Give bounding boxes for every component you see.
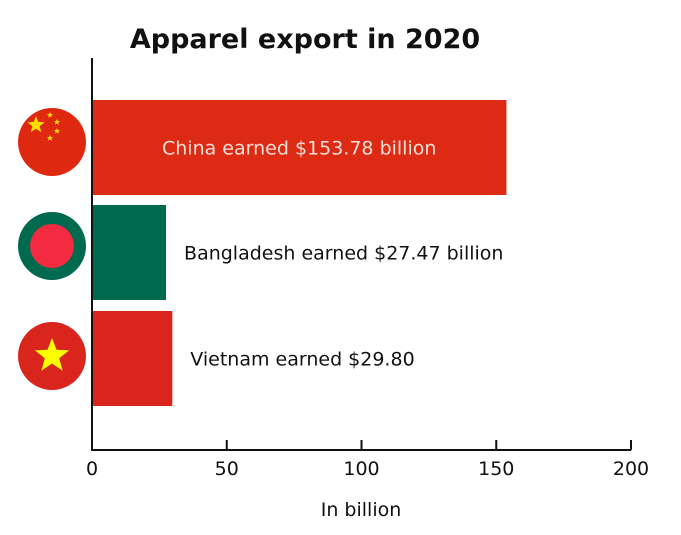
bar-bangladesh <box>92 205 167 300</box>
x-tick-label: 100 <box>343 458 379 480</box>
bangladesh-flag-icon <box>18 212 86 280</box>
x-ticks: 0 50 100 150 200 <box>86 440 649 480</box>
vietnam-flag-icon <box>18 322 86 390</box>
bar-china <box>92 100 507 195</box>
china-flag-icon <box>18 108 86 176</box>
bar-label-china: China earned $153.78 billion <box>162 138 436 160</box>
bar-labels: China earned $153.78 billion Bangladesh e… <box>162 138 503 371</box>
x-axis-label: In billion <box>321 499 402 521</box>
bar-label-vietnam: Vietnam earned $29.80 <box>190 349 414 371</box>
bars <box>92 100 507 406</box>
x-tick-label: 0 <box>86 458 98 480</box>
bar-label-bangladesh: Bangladesh earned $27.47 billion <box>184 243 503 265</box>
x-tick-label: 150 <box>478 458 514 480</box>
chart-title: Apparel export in 2020 <box>130 24 480 55</box>
flags <box>18 108 86 390</box>
bar-vietnam <box>92 311 173 406</box>
x-tick-label: 200 <box>613 458 649 480</box>
x-tick-label: 50 <box>215 458 239 480</box>
